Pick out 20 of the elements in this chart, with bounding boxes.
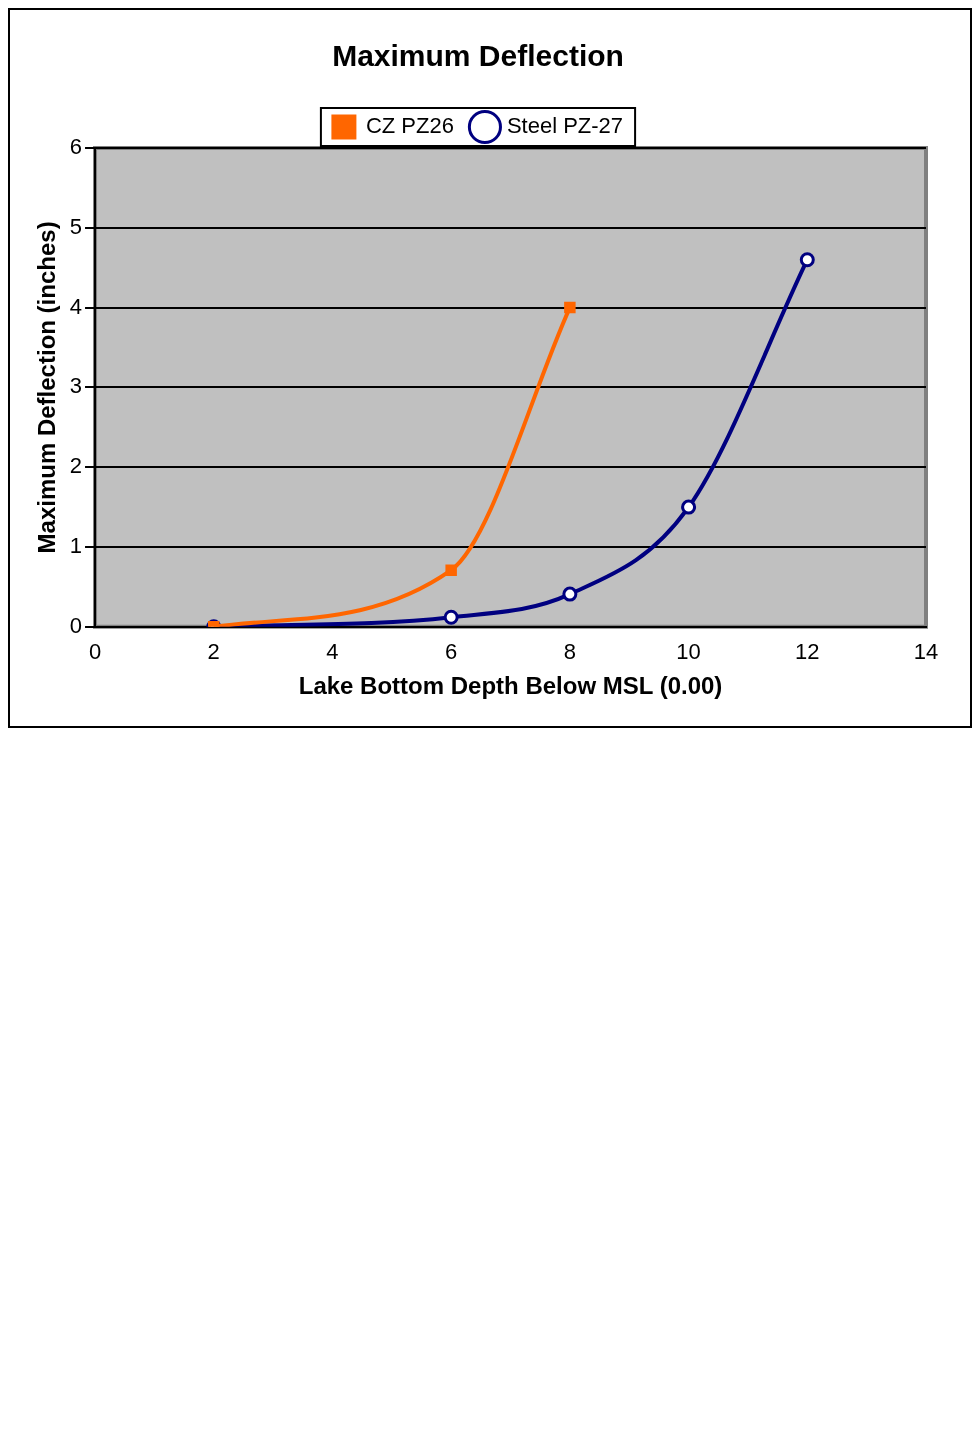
x-tick-label: 2 — [207, 639, 220, 665]
x-axis-title: Lake Bottom Depth Below MSL (0.00) — [298, 672, 723, 700]
y-tick-label: 2 — [69, 453, 83, 479]
x-tick-label: 6 — [445, 639, 458, 665]
x-tick-label: 12 — [795, 639, 820, 665]
x-tick-label: 8 — [563, 639, 576, 665]
chart-title: Maximum Deflection — [332, 39, 624, 73]
x-tick-label: 14 — [913, 639, 939, 665]
y-tick-label: 5 — [69, 213, 83, 239]
y-axis-title: Maximum Deflection (inches) — [33, 221, 61, 554]
y-tick-label: 6 — [69, 134, 83, 160]
y-tick-label: 1 — [69, 533, 83, 559]
y-tick-label: 3 — [69, 373, 83, 399]
y-tick-label: 0 — [69, 612, 83, 638]
legend-label: Steel PZ-27 — [506, 113, 624, 139]
legend-label: CZ PZ26 — [365, 113, 454, 139]
x-tick-label: 10 — [676, 639, 701, 665]
x-tick-label: 4 — [326, 639, 339, 665]
y-tick-label: 4 — [69, 293, 83, 319]
x-tick-label: 0 — [88, 639, 102, 665]
